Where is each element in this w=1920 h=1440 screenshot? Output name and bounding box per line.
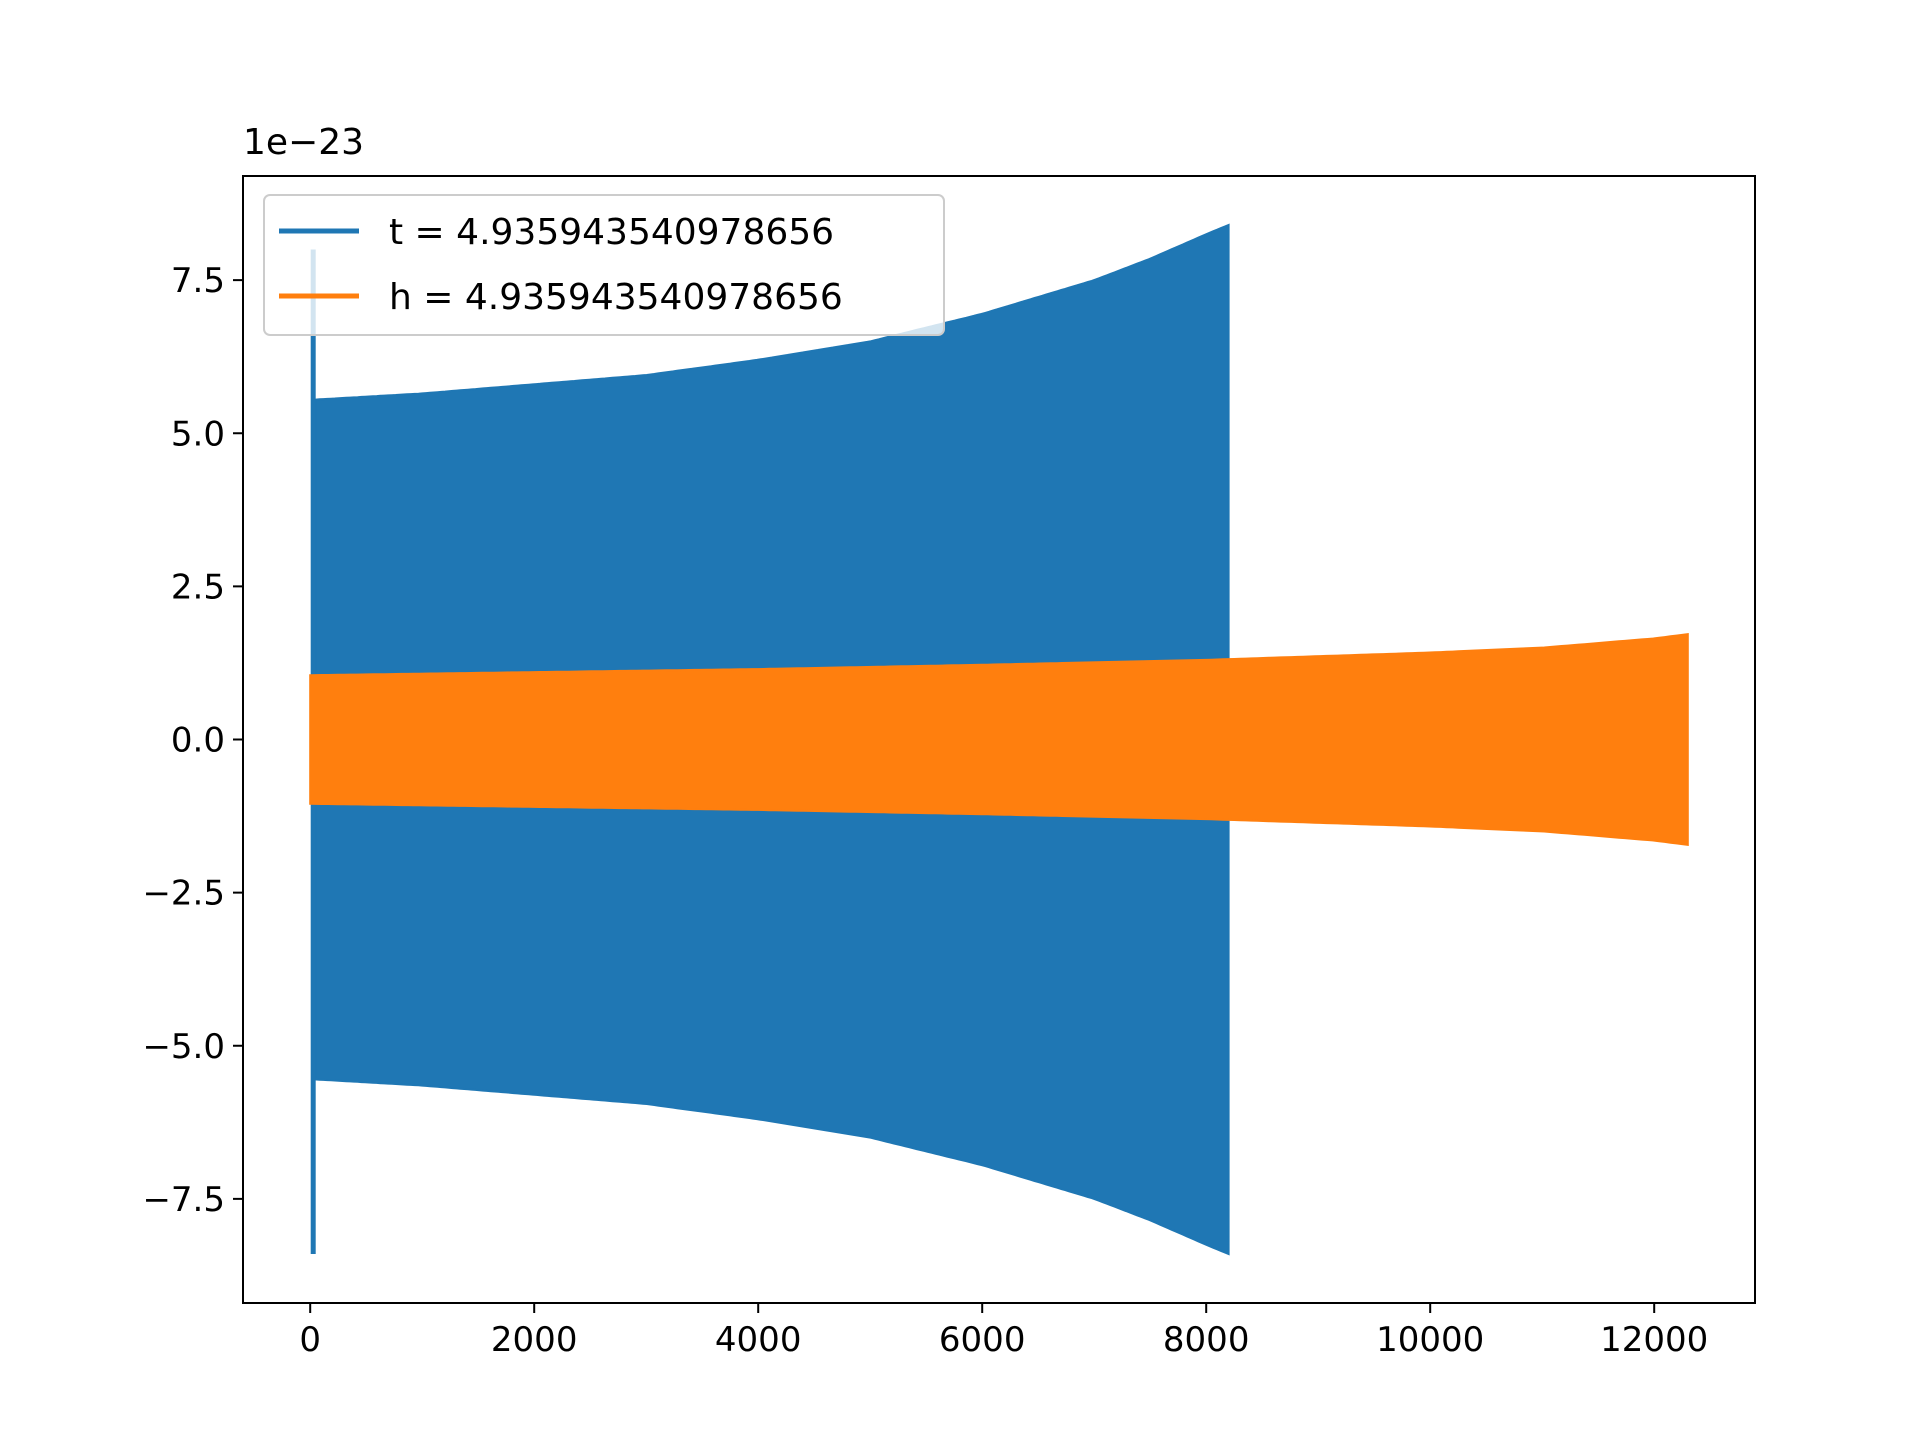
y-tick-label: 5.0 [171,414,225,454]
legend-item: h = 4.935943540978656 [279,277,843,318]
y-tick-label: 0.0 [171,721,225,761]
y-tick-label: −7.5 [142,1180,225,1220]
x-tick-label: 12000 [1600,1320,1708,1360]
y-offset-label: 1e−23 [243,122,364,163]
legend-box [263,194,945,336]
series-band [309,632,1689,847]
y-tick-label: −5.0 [142,1027,225,1067]
x-tick-label: 0 [299,1320,321,1360]
legend-label: t = 4.935943540978656 [389,212,834,253]
x-tick-label: 6000 [939,1320,1026,1360]
axes-frame [242,175,1756,1304]
x-tick-label: 2000 [491,1320,578,1360]
y-tick-label: 7.5 [171,261,225,301]
legend-label: h = 4.935943540978656 [389,277,843,318]
series-h [309,632,1689,847]
x-tick-label: 4000 [715,1320,802,1360]
x-tick-label: 10000 [1376,1320,1484,1360]
y-tick-label: −2.5 [142,874,225,914]
axis-ticks: 0 2000 4000 6000 8000 10000 12000 7.5 5.0 2.5 0.0 −… [142,261,1708,1360]
legend-item: t = 4.935943540978656 [279,212,834,253]
plot-area [309,223,1689,1256]
legend: t = 4.935943540978656 h = 4.9359435409786… [263,194,945,336]
x-tick-label: 8000 [1163,1320,1250,1360]
y-tick-label: 2.5 [171,567,225,607]
